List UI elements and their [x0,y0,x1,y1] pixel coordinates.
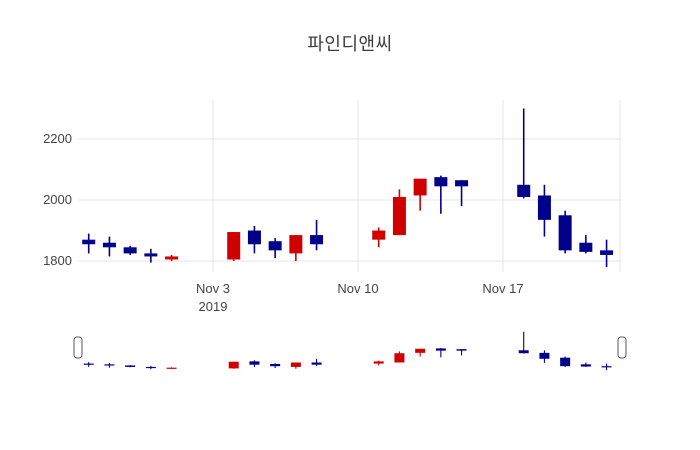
candle-body[interactable] [537,195,551,220]
rangeslider-candle-body [394,353,405,363]
candle-body[interactable] [123,247,137,254]
chart-title: 파인디앤씨 [307,34,393,54]
x-tick-year: 2019 [198,299,228,314]
rangeslider-candle-body [290,362,301,367]
candle-body[interactable] [227,232,241,260]
rangeslider-candle-body [311,362,322,365]
rangeslider-candle-body [539,352,550,359]
rangeslider-handle-right[interactable] [617,336,627,359]
y-tick-label: 2200 [43,131,72,146]
candle-body[interactable] [144,253,158,257]
x-tick-text: Nov 17 [482,281,524,296]
candle-body[interactable] [579,242,593,252]
candle-body[interactable] [392,196,406,236]
rangeslider-candle-body [104,364,115,366]
candle-body[interactable] [268,241,282,251]
rangeslider-candle-body [560,357,571,367]
x-tick-label: Nov 10 [337,280,378,298]
candle-body[interactable] [413,178,427,196]
candle-body[interactable] [82,239,96,245]
rangeslider-candle-body [270,363,281,367]
candle-body[interactable] [289,235,303,254]
rangeslider-candle-body [249,361,260,365]
candle-body[interactable] [455,180,469,187]
candle-body[interactable] [102,242,116,248]
x-tick-label: Nov 17 [482,280,523,298]
candle-body[interactable] [600,250,614,255]
candle-body[interactable] [558,215,572,251]
rangeslider-candle-body [145,366,156,369]
rangeslider-candle-body [601,366,612,368]
x-tick-text: Nov 3 [196,281,230,296]
rangeslider-candle-body [518,350,529,354]
candle-body[interactable] [310,235,324,245]
y-tick-label: 2000 [43,192,72,207]
rangeslider-candle-body [166,367,177,369]
candle-body[interactable] [247,230,261,245]
rangeslider-candle-body [83,363,94,365]
candle-body[interactable] [517,184,531,197]
candle-body[interactable] [372,230,386,240]
candle-body[interactable] [165,256,179,260]
rangeslider-candle-body [228,361,239,369]
rangeslider-candle-body [435,348,446,351]
rangeslider-candle-body [456,349,467,351]
y-tick-label: 1800 [43,253,72,268]
rangeslider-candle-body [415,348,426,353]
rangeslider-candle-body [580,364,591,367]
rangeslider-candle-body [373,361,384,364]
rangeslider-handle-left[interactable] [73,336,83,359]
x-tick-label: Nov 3 2019 [196,280,230,316]
x-tick-text: Nov 10 [337,281,379,296]
candle-body[interactable] [434,177,448,187]
rangeslider-candle-body [125,365,136,367]
